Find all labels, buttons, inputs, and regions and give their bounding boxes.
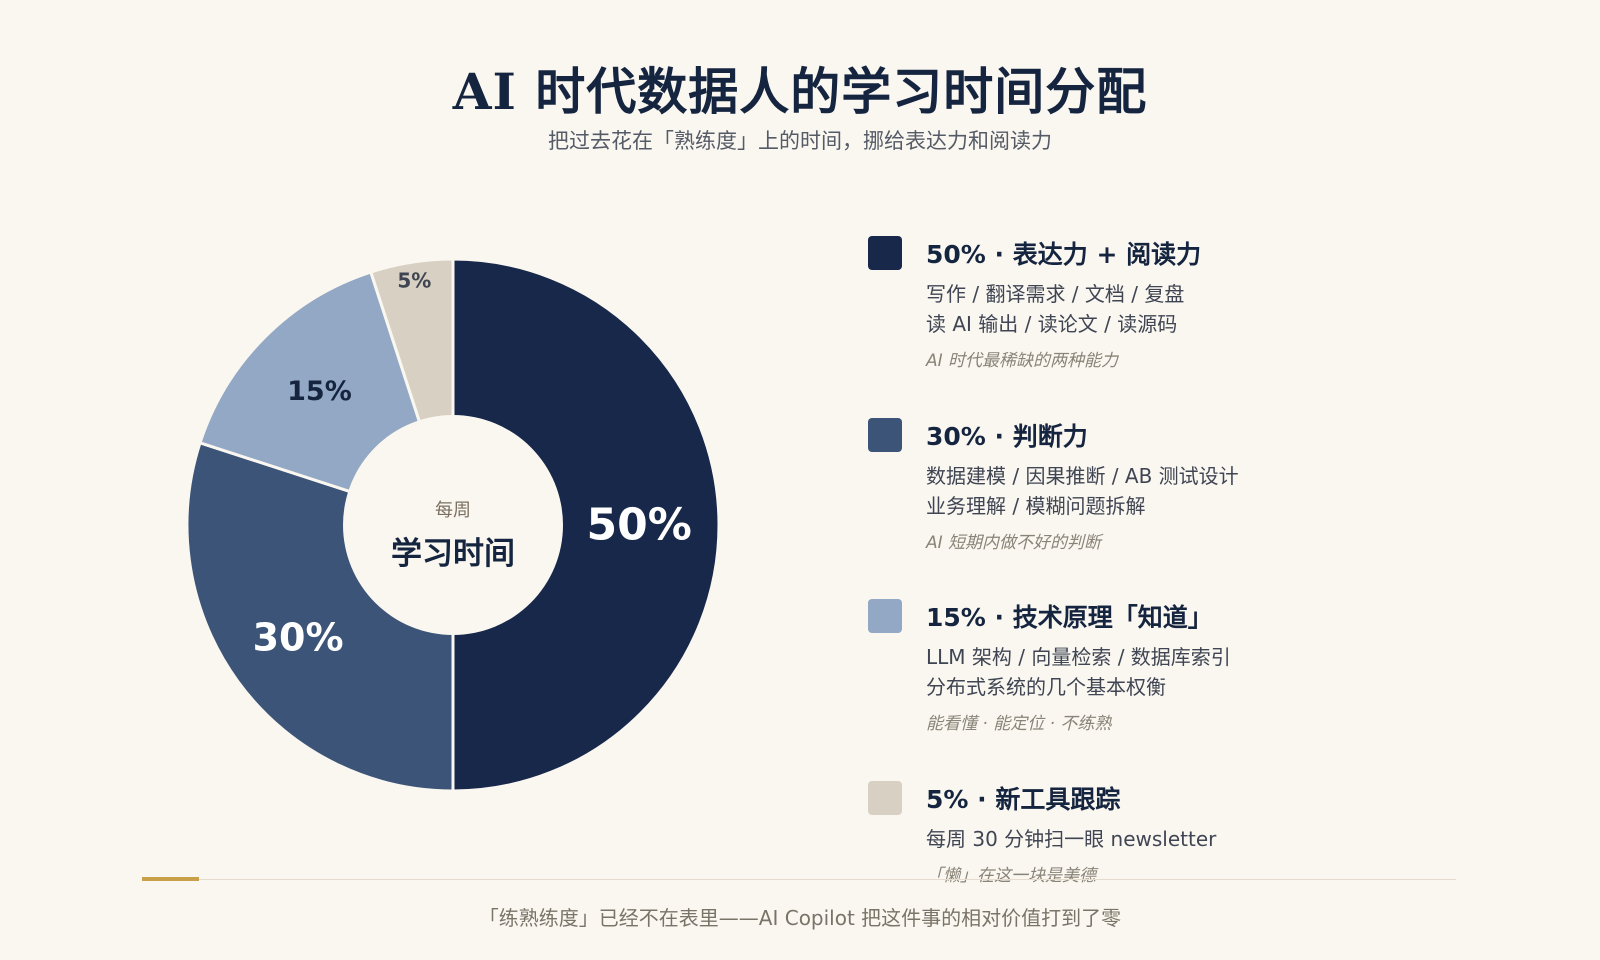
slice-label: 50%: [587, 500, 692, 551]
donut-hole: [343, 415, 563, 635]
page-subtitle: 把过去花在「熟练度」上的时间，挪给表达力和阅读力: [548, 129, 1052, 153]
footer-note: 「练熟练度」已经不在表里——AI Copilot 把这件事的相对价值打到了零: [478, 906, 1122, 930]
page-title: AI 时代数据人的学习时间分配: [452, 62, 1148, 121]
donut-center-title: 学习时间: [391, 536, 515, 572]
legend-swatch: [868, 599, 902, 633]
legend-line: 分布式系统的几个基本权衡: [926, 675, 1166, 699]
legend-note: 「懒」在这一块是美德: [926, 866, 1096, 886]
legend-title: 30% · 判断力: [926, 422, 1088, 451]
legend-note: AI 时代最稀缺的两种能力: [926, 351, 1119, 371]
donut-chart: 50% 30% 15% 5%: [185, 257, 721, 793]
legend-note: AI 短期内做不好的判断: [926, 533, 1102, 553]
footer-divider: [142, 879, 1456, 880]
legend-title: 50% · 表达力 + 阅读力: [926, 240, 1202, 269]
legend-title: 5% · 新工具跟踪: [926, 785, 1121, 814]
legend-swatch: [868, 781, 902, 815]
legend-line: 每周 30 分钟扫一眼 newsletter: [926, 827, 1217, 851]
slice-label: 15%: [287, 376, 352, 407]
legend-swatch: [868, 418, 902, 452]
legend-title: 15% · 技术原理「知道」: [926, 603, 1213, 632]
legend-line: 写作 / 翻译需求 / 文档 / 复盘: [926, 282, 1185, 306]
pie-slice: [451, 257, 721, 793]
legend-note: 能看懂 · 能定位 · 不练熟: [926, 714, 1112, 734]
slice-label: 30%: [253, 616, 344, 660]
legend-swatch: [868, 236, 902, 270]
donut-center-caption: 每周: [435, 500, 471, 521]
legend-line: LLM 架构 / 向量检索 / 数据库索引: [926, 645, 1231, 669]
legend-line: 业务理解 / 模糊问题拆解: [926, 494, 1146, 518]
legend-line: 读 AI 输出 / 读论文 / 读源码: [926, 312, 1178, 336]
slice-label: 5%: [397, 269, 431, 293]
footer-divider-accent: [142, 877, 199, 881]
legend-line: 数据建模 / 因果推断 / AB 测试设计: [926, 464, 1239, 488]
